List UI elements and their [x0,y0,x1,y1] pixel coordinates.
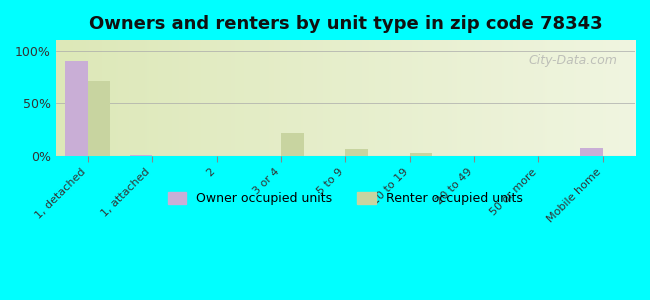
Bar [410,153,432,156]
Legend: Owner occupied units, Renter occupied units: Owner occupied units, Renter occupied un… [162,187,528,210]
Bar [281,133,304,156]
Bar [88,81,110,156]
Bar [130,155,152,156]
Title: Owners and renters by unit type in zip code 78343: Owners and renters by unit type in zip c… [88,15,602,33]
Text: City-Data.com: City-Data.com [528,54,618,67]
Bar [580,148,603,156]
Bar [66,61,88,156]
Bar [345,149,368,156]
